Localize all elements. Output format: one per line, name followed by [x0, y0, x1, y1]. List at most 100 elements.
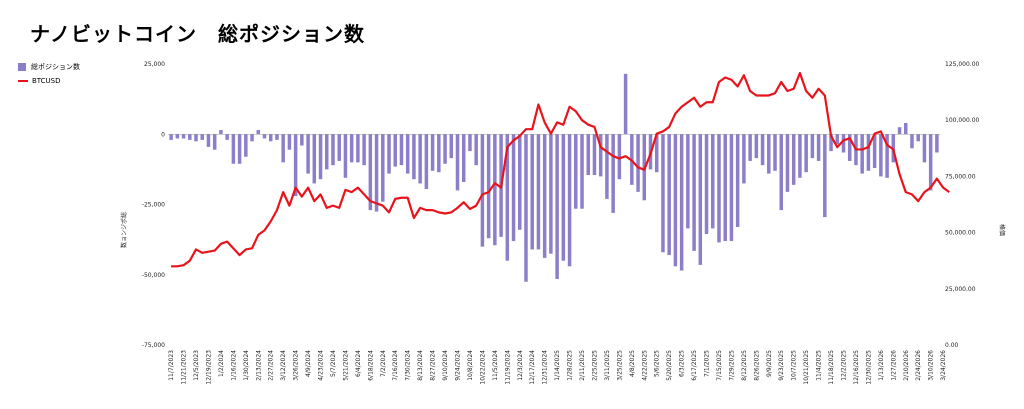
bar-positions [325, 134, 329, 170]
bar-positions [318, 134, 323, 180]
bar-positions [474, 134, 478, 166]
bar-positions [505, 134, 510, 261]
x-tick-label: 10/7/2025 [791, 350, 798, 381]
bar-positions [275, 134, 279, 140]
bar-positions [561, 134, 566, 261]
x-tick-label: 9/10/2024 [442, 350, 449, 381]
x-tick-label: 1/2/2024 [218, 350, 225, 377]
bar-positions [362, 134, 366, 166]
right-axis-title: 格価 [998, 224, 1006, 236]
bar-positions [549, 134, 553, 254]
bar-positions [673, 134, 678, 267]
x-tick-label: 9/9/2025 [766, 350, 773, 377]
x-tick-label: 7/30/2024 [405, 350, 412, 381]
bar-positions [928, 134, 933, 191]
x-tick-label: 1/16/2024 [230, 350, 237, 381]
bar-positions [393, 134, 397, 167]
bar-positions [779, 134, 783, 211]
bar-positions [847, 134, 852, 161]
x-tick-label: 7/29/2025 [728, 350, 735, 381]
bar-positions [860, 134, 864, 174]
bar-positions [667, 134, 671, 256]
x-tick-label: 8/13/2024 [417, 350, 424, 381]
x-tick-label: 1/27/2026 [890, 350, 897, 381]
x-tick-label: 9/24/2024 [455, 350, 462, 381]
bar-positions [536, 134, 541, 250]
bar-positions [181, 134, 186, 139]
bar-positions [785, 134, 790, 192]
bar-positions [711, 134, 715, 229]
x-tick-label: 12/16/2025 [853, 350, 860, 385]
x-tick-label: 3/11/2025 [604, 350, 611, 381]
bar-positions [922, 134, 927, 163]
bar-positions [679, 134, 684, 271]
bar-positions [530, 134, 534, 250]
left-tick-label: -75,000 [142, 342, 165, 349]
bar-positions [418, 134, 422, 184]
x-tick-label: 6/3/2025 [679, 350, 686, 377]
bar-positions [586, 134, 590, 175]
x-tick-label: 6/18/2024 [367, 350, 374, 381]
bar-positions [723, 134, 727, 242]
bar-positions [461, 134, 466, 183]
bar-positions [287, 134, 292, 150]
bar-positions [424, 134, 429, 190]
bar-positions [835, 134, 840, 145]
bar-positions [910, 134, 914, 149]
x-tick-label: 2/13/2024 [255, 350, 262, 381]
line-series-btcusd [171, 71, 950, 268]
x-tick-label: 2/10/2026 [903, 350, 910, 381]
bar-positions [742, 134, 746, 184]
legend: 総ポジション数 BTCUSD [18, 60, 80, 88]
legend-label-positions: 総ポジション数 [31, 63, 80, 71]
x-tick-label: 4/9/2024 [305, 350, 312, 377]
x-tick-label: 6/4/2024 [355, 350, 362, 377]
right-tick-label: 25,000.00 [945, 286, 976, 293]
x-tick-label: 12/3/2024 [517, 350, 524, 381]
bar-positions [729, 134, 734, 242]
chart-title: ナノビットコイン 総ポジション数 [30, 22, 365, 46]
x-tick-label: 12/2/2025 [841, 350, 848, 381]
right-tick-label: 50,000.00 [945, 230, 976, 237]
bar-positions [617, 134, 622, 180]
bar-positions [686, 134, 690, 229]
x-tick-label: 11/4/2025 [816, 350, 823, 381]
x-tick-label: 10/22/2024 [479, 350, 486, 385]
x-tick-label: 3/12/2024 [280, 350, 287, 381]
bar-positions [518, 134, 522, 230]
x-tick-label: 4/22/2025 [641, 350, 648, 381]
x-tick-label: 8/26/2025 [753, 350, 760, 381]
x-tick-label: 12/30/2025 [865, 350, 872, 385]
bar-positions [262, 134, 267, 139]
bar-positions [412, 134, 416, 180]
bar-positions [455, 134, 460, 191]
bar-positions [219, 130, 223, 135]
x-tick-label: 8/12/2025 [741, 350, 748, 381]
bar-positions [767, 134, 771, 174]
bar-positions [225, 134, 229, 140]
x-tick-label: 9/23/2025 [778, 350, 785, 381]
x-tick-label: 12/5/2023 [193, 350, 200, 381]
bar-positions [636, 134, 640, 192]
x-tick-label: 1/14/2025 [554, 350, 561, 381]
bar-positions [654, 134, 659, 173]
x-axis-ticks: 11/7/2023 11/21/2023 12/5/2023 12/19/2023 1/… [168, 350, 947, 385]
bar-positions [823, 134, 827, 218]
bar-positions [717, 134, 721, 243]
left-tick-label: 25,000 [144, 61, 165, 68]
bar-positions [381, 134, 385, 202]
bar-positions [935, 134, 939, 153]
bar-positions [567, 134, 572, 267]
bar-positions [449, 134, 454, 159]
x-tick-label: 1/13/2026 [878, 350, 885, 381]
bar-positions [879, 134, 883, 177]
x-tick-label: 10/21/2025 [803, 350, 810, 385]
bar-positions [760, 134, 765, 166]
right-tick-label: 75,000.00 [945, 173, 976, 180]
legend-item-btcusd: BTCUSD [18, 74, 80, 88]
bar-positions [480, 134, 485, 247]
x-tick-label: 3/24/2026 [940, 350, 947, 381]
bar-positions [605, 134, 609, 199]
bar-positions [598, 134, 603, 177]
